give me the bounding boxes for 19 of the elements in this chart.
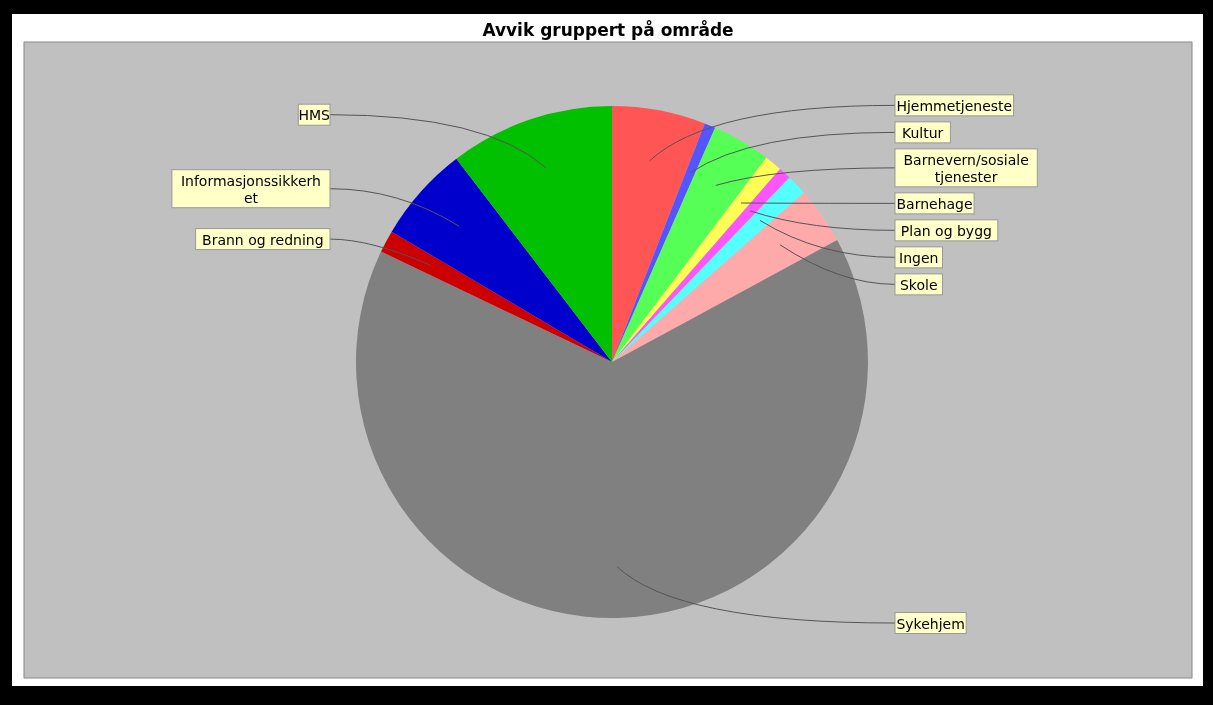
pie-slice (456, 106, 612, 362)
slice-label: Sykehjem (896, 615, 965, 632)
pie-slice (612, 127, 767, 362)
slice-label: HMS (298, 107, 331, 124)
pie-slice (391, 158, 612, 362)
pie-slice (612, 192, 838, 362)
slice-label: Brann og redning (202, 231, 324, 248)
slice-label: Informasjonssikkerhet (180, 172, 321, 206)
slice-label: Barnehage (896, 195, 973, 212)
slice-label: Plan og bygg (900, 222, 992, 239)
slice-label: Hjemmetjeneste (896, 97, 1013, 114)
slice-label: Barnevern/sosiale tjenester (903, 151, 1029, 185)
slice-label: Skole (899, 276, 938, 293)
pie-slice (356, 240, 868, 618)
pie-slice (612, 106, 705, 362)
chart-title: Avvik gruppert på område (482, 19, 734, 40)
slice-label: Kultur (902, 124, 944, 141)
pie-slice (612, 123, 716, 362)
slice-label: Ingen (899, 249, 939, 266)
